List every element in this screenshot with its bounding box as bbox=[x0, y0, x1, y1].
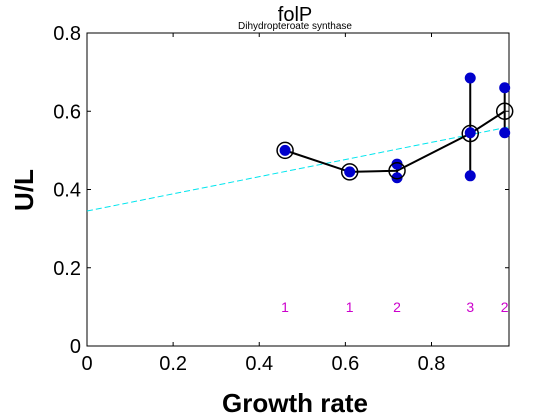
count-label: 1 bbox=[346, 299, 354, 315]
x-axis-label: Growth rate bbox=[222, 388, 368, 418]
mean-marker bbox=[276, 141, 294, 160]
y-tick-label: 0 bbox=[70, 336, 81, 358]
x-tick-label: 0.2 bbox=[159, 353, 187, 375]
mean-marker bbox=[495, 102, 514, 120]
count-label: 2 bbox=[393, 299, 401, 315]
x-tick-label: 0.6 bbox=[331, 353, 359, 375]
mean-marker bbox=[388, 161, 406, 180]
data-point bbox=[464, 127, 476, 139]
data-point bbox=[464, 72, 476, 84]
y-tick-label: 0.8 bbox=[53, 23, 81, 45]
y-axis-label: U/L bbox=[9, 169, 39, 211]
mean-marker bbox=[340, 163, 359, 181]
mean-line bbox=[284, 110, 506, 173]
data-point bbox=[499, 82, 511, 94]
chart-subtitle: Dihydropteroate synthase bbox=[238, 21, 352, 32]
x-tick-label: 0.4 bbox=[245, 353, 273, 375]
count-label: 3 bbox=[466, 299, 474, 315]
y-tick-label: 0.6 bbox=[53, 101, 81, 123]
count-label: 1 bbox=[281, 299, 289, 315]
mean-marker bbox=[461, 124, 479, 143]
plot-area bbox=[86, 32, 510, 347]
count-label: 2 bbox=[501, 299, 509, 315]
y-tick-label: 0.2 bbox=[53, 258, 81, 280]
data-point bbox=[279, 144, 291, 156]
x-tick-label: 0 bbox=[81, 353, 92, 375]
x-tick-label: 0.8 bbox=[418, 353, 446, 375]
y-tick-label: 0.4 bbox=[53, 180, 81, 202]
data-point bbox=[344, 166, 356, 178]
chart-title: folP bbox=[278, 4, 312, 26]
data-point bbox=[499, 127, 511, 139]
data-point bbox=[464, 170, 476, 182]
